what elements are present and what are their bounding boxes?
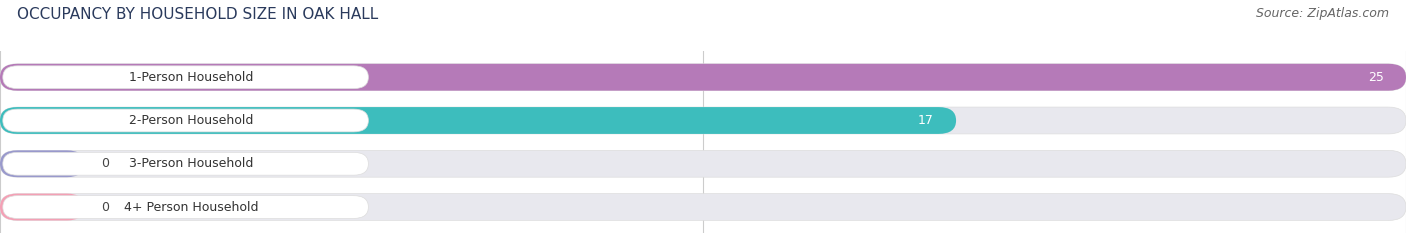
FancyBboxPatch shape — [0, 64, 1406, 91]
FancyBboxPatch shape — [0, 150, 84, 177]
FancyBboxPatch shape — [0, 107, 956, 134]
FancyBboxPatch shape — [0, 150, 1406, 177]
FancyBboxPatch shape — [3, 196, 368, 219]
Text: 1-Person Household: 1-Person Household — [129, 71, 253, 84]
Text: 0: 0 — [101, 201, 110, 213]
FancyBboxPatch shape — [3, 109, 368, 132]
Text: 3-Person Household: 3-Person Household — [129, 157, 253, 170]
FancyBboxPatch shape — [0, 107, 1406, 134]
Text: 25: 25 — [1368, 71, 1384, 84]
Text: Source: ZipAtlas.com: Source: ZipAtlas.com — [1256, 7, 1389, 20]
Text: 0: 0 — [101, 157, 110, 170]
Text: 17: 17 — [918, 114, 934, 127]
Text: 2-Person Household: 2-Person Household — [129, 114, 253, 127]
FancyBboxPatch shape — [3, 152, 368, 175]
Text: 4+ Person Household: 4+ Person Household — [124, 201, 259, 213]
FancyBboxPatch shape — [0, 194, 84, 220]
FancyBboxPatch shape — [3, 66, 368, 89]
Text: OCCUPANCY BY HOUSEHOLD SIZE IN OAK HALL: OCCUPANCY BY HOUSEHOLD SIZE IN OAK HALL — [17, 7, 378, 22]
FancyBboxPatch shape — [0, 64, 1406, 91]
FancyBboxPatch shape — [0, 194, 1406, 220]
